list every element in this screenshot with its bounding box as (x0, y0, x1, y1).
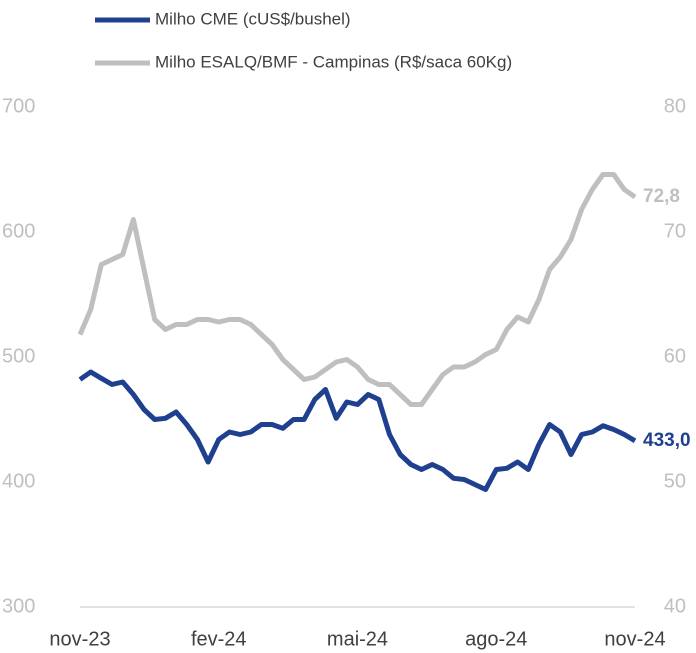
x-tick-label: nov-23 (49, 628, 110, 650)
y-tick-label: 300 (2, 595, 35, 617)
legend-label: Milho CME (cUS$/bushel) (155, 9, 351, 28)
x-tick-label: ago-24 (465, 628, 527, 650)
y-tick-label: 400 (2, 470, 35, 492)
end-label: 72,8 (643, 186, 680, 207)
y2-tick-label: 50 (664, 470, 686, 492)
y2-tick-label: 70 (664, 220, 686, 242)
y-tick-label: 600 (2, 220, 35, 242)
y-tick-label: 700 (2, 95, 35, 117)
end-label: 433,0 (643, 430, 691, 451)
legend-label: Milho ESALQ/BMF - Campinas (R$/saca 60Kg… (155, 52, 512, 71)
y2-tick-label: 80 (664, 95, 686, 117)
y2-tick-label: 60 (664, 345, 686, 367)
x-tick-label: fev-24 (191, 628, 247, 650)
x-tick-label: nov-24 (604, 628, 665, 650)
x-tick-label: mai-24 (327, 628, 388, 650)
series-line (78, 369, 637, 492)
series-line (77, 172, 637, 407)
y-tick-label: 500 (2, 345, 35, 367)
y2-tick-label: 40 (664, 595, 686, 617)
